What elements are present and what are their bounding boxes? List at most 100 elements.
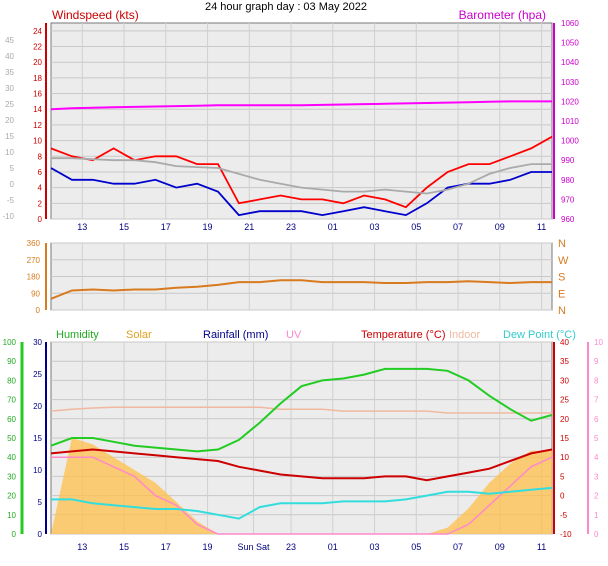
direction-y-tick: 0 xyxy=(36,306,41,315)
barometer-line xyxy=(50,100,552,111)
uv-y-tick: 10 xyxy=(594,338,603,347)
wind-x-tick: 23 xyxy=(286,222,296,232)
baro-y-tick: 980 xyxy=(561,176,575,185)
wind-x-tick: 13 xyxy=(77,222,87,232)
temp-y-tick: 25 xyxy=(560,396,569,405)
baro-y-tick: 1050 xyxy=(561,39,579,48)
uv-y-tick: 4 xyxy=(594,453,599,462)
humidity-y-tick: 30 xyxy=(7,472,16,481)
baro-y-tick: 1000 xyxy=(561,137,579,146)
temp-y-tick: 15 xyxy=(560,434,569,443)
legend-humidity: Humidity xyxy=(56,329,99,341)
humidity-line xyxy=(50,367,553,453)
wind-x-tick: 07 xyxy=(453,222,463,232)
wind-title: Windspeed (kts) xyxy=(52,8,139,22)
uv-y-tick: 8 xyxy=(594,376,599,385)
uv-y-tick: 1 xyxy=(594,511,599,520)
direction-y-tick: 270 xyxy=(27,256,41,265)
wind-y-tick: 10 xyxy=(33,137,42,146)
wind-x-tick: 09 xyxy=(495,222,505,232)
temp-y-tick: 5 xyxy=(560,472,565,481)
baro-y-tick: 960 xyxy=(561,215,575,224)
humidity-y-tick: 0 xyxy=(12,530,17,539)
temp-y-tick: 10 xyxy=(560,453,569,462)
temp-x-tick: 07 xyxy=(453,542,463,552)
wind-far-y-tick: -10 xyxy=(2,212,14,221)
temp-x-tick: 15 xyxy=(119,542,129,552)
wind-far-y-tick: 35 xyxy=(5,68,14,77)
baro-y-tick: 1040 xyxy=(561,58,579,67)
legend-solar: Solar xyxy=(126,329,152,341)
direction-compass-label: E xyxy=(558,288,565,300)
direction-y-tick: 180 xyxy=(27,273,41,282)
dewpoint-line xyxy=(51,486,553,520)
direction-compass-label: N xyxy=(558,238,566,250)
temp-x-tick: 19 xyxy=(203,542,213,552)
humidity-y-tick: 60 xyxy=(7,415,16,424)
uv-y-tick: 2 xyxy=(594,492,599,501)
wind-x-tick: 17 xyxy=(161,222,171,232)
rain-y-tick: 0 xyxy=(38,530,43,539)
temp-x-tick: 01 xyxy=(328,542,338,552)
wind-far-y-tick: -5 xyxy=(7,196,15,205)
wind-far-y-tick: 15 xyxy=(5,132,14,141)
wind-y-tick: 12 xyxy=(33,121,42,130)
humidity-y-tick: 50 xyxy=(7,434,16,443)
rain-y-tick: 5 xyxy=(38,498,43,507)
wind-y-tick: 2 xyxy=(38,199,43,208)
wind-far-y-tick: 5 xyxy=(10,164,15,173)
barometer-secondary-line xyxy=(51,157,552,195)
direction-y-tick: 90 xyxy=(31,289,40,298)
uv-y-tick: 6 xyxy=(594,415,599,424)
wind-x-tick: 11 xyxy=(537,222,546,232)
wind-far-y-tick: 45 xyxy=(5,36,14,45)
legend-temperature: Temperature (°C) xyxy=(361,329,445,341)
uv-line xyxy=(51,456,553,535)
rain-y-tick: 30 xyxy=(33,338,42,347)
legend-uv: UV xyxy=(286,329,302,341)
baro-title: Barometer (hpa) xyxy=(459,8,546,22)
temp-y-tick: -10 xyxy=(560,530,572,539)
rain-y-tick: 15 xyxy=(33,434,42,443)
baro-y-tick: 1060 xyxy=(561,19,579,28)
humidity-y-tick: 90 xyxy=(7,357,16,366)
temp-y-tick: 20 xyxy=(560,415,569,424)
uv-y-tick: 5 xyxy=(594,434,599,443)
wind-far-y-tick: 30 xyxy=(5,84,14,93)
wind-y-tick: 0 xyxy=(38,215,43,224)
rain-y-tick: 25 xyxy=(33,370,42,379)
baro-y-tick: 1020 xyxy=(561,97,579,106)
direction-compass-label: W xyxy=(558,255,569,267)
wind-y-tick: 24 xyxy=(33,27,42,36)
humidity-y-tick: 100 xyxy=(3,338,17,347)
temp-y-tick: 40 xyxy=(560,338,569,347)
baro-y-tick: 990 xyxy=(561,156,575,165)
temp-y-tick: 0 xyxy=(560,492,565,501)
legend-rainfall: Rainfall (mm) xyxy=(203,329,268,341)
temp-x-tick: 13 xyxy=(77,542,87,552)
temp-x-tick: 17 xyxy=(161,542,171,552)
direction-compass-label: S xyxy=(558,272,565,284)
baro-y-tick: 1010 xyxy=(561,117,579,126)
humidity-y-tick: 10 xyxy=(7,511,16,520)
wind-far-y-tick: 10 xyxy=(5,148,14,157)
temp-x-tick: 11 xyxy=(537,542,546,552)
wind-far-y-tick: 40 xyxy=(5,52,14,61)
wind-x-tick: 01 xyxy=(328,222,338,232)
wind-far-y-tick: 20 xyxy=(5,116,14,125)
wind-x-tick: 03 xyxy=(370,222,380,232)
baro-y-tick: 970 xyxy=(561,195,575,204)
indoor-line xyxy=(50,406,552,414)
humidity-y-tick: 80 xyxy=(7,376,16,385)
temperature-line xyxy=(50,448,553,482)
wind-x-tick: 19 xyxy=(203,222,213,232)
temp-x-tick: 05 xyxy=(411,542,421,552)
wind-panel-background xyxy=(50,22,553,220)
uv-y-tick: 7 xyxy=(594,396,599,405)
humidity-y-tick: 70 xyxy=(7,396,16,405)
direction-y-tick: 360 xyxy=(27,239,41,248)
temp-x-tick: 09 xyxy=(495,542,505,552)
wind-y-tick: 22 xyxy=(33,43,42,52)
wind-y-tick: 8 xyxy=(38,152,43,161)
direction-compass-label: N xyxy=(558,305,566,317)
